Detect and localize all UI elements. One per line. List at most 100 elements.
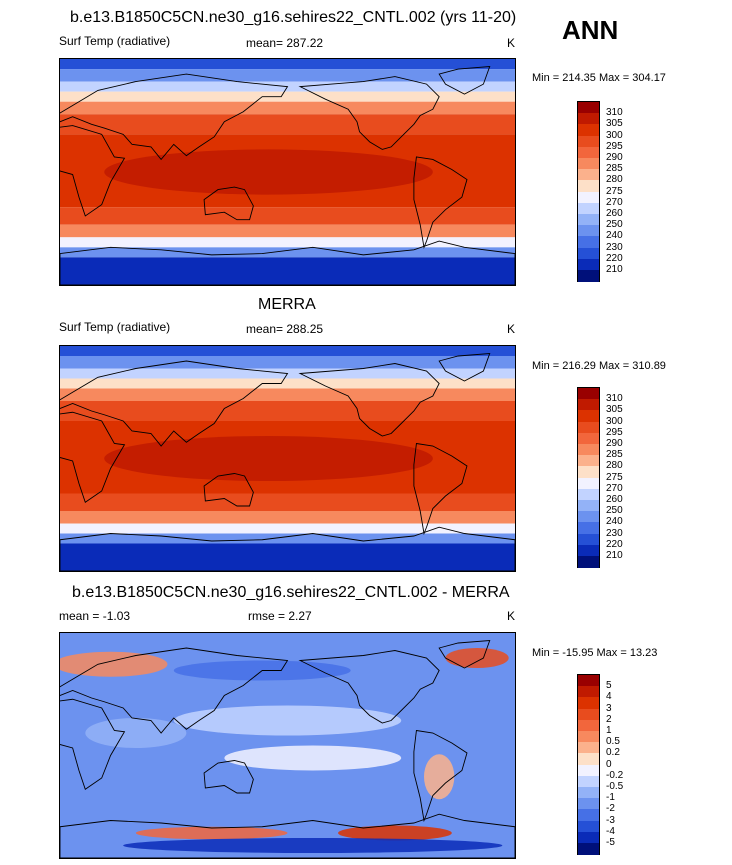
colorbar-swatch: [578, 135, 599, 148]
colorbar-label: 275: [606, 471, 623, 483]
colorbar-label: 3: [606, 702, 612, 714]
colorbar-label: 250: [606, 219, 623, 231]
panel-1-minmax: Min = 214.35 Max = 304.17: [532, 72, 666, 84]
colorbar-swatch: [578, 753, 599, 766]
coastline: [414, 157, 467, 247]
colorbar-label: 220: [606, 538, 623, 550]
colorbar-swatch: [578, 500, 599, 512]
colorbar-label: 250: [606, 505, 623, 517]
colorbar-swatch: [578, 697, 599, 710]
colorbar-label: -5: [606, 837, 615, 848]
season-label: ANN: [562, 15, 619, 45]
colorbar-swatch: [578, 124, 599, 137]
colorbar-swatch: [578, 421, 599, 434]
colorbar-swatch: [578, 466, 599, 479]
colorbar-swatch: [578, 556, 599, 568]
colorbar-swatch: [578, 214, 599, 226]
anomaly-region: [135, 826, 288, 840]
colorbar-swatch: [578, 764, 599, 777]
colorbar-label: -2: [606, 803, 615, 815]
coastline: [204, 761, 253, 794]
panel-3-rmse: rmse = 2.27: [248, 609, 312, 623]
colorbar-swatch: [578, 146, 599, 159]
coastline: [60, 648, 287, 733]
coastline: [60, 361, 287, 446]
colorbar-swatch: [578, 258, 599, 271]
colorbar-label: 305: [606, 118, 623, 130]
colorbar-swatch: [578, 511, 599, 523]
coastline: [60, 241, 515, 285]
colorbar-label: 300: [606, 129, 623, 141]
warm-pool: [104, 149, 433, 195]
colorbar-label: 230: [606, 241, 623, 253]
panel-3-mean: mean = -1.03: [59, 609, 131, 623]
coastline: [414, 731, 467, 821]
colorbar-label: 0: [606, 758, 612, 770]
coastline: [414, 444, 467, 534]
field-band: [60, 543, 515, 571]
field-band: [60, 207, 515, 225]
field-band: [60, 224, 515, 238]
colorbar-swatch: [578, 775, 599, 788]
panel-3-minmax: Min = -15.95 Max = 13.23: [532, 647, 658, 659]
colorbar-swatch: [578, 787, 599, 799]
anomaly-region: [445, 648, 509, 668]
colorbar-swatch: [578, 488, 599, 501]
panel-2-title: MERRA: [258, 296, 316, 313]
colorbar-frame: [577, 674, 600, 855]
coastline: [60, 74, 287, 159]
field-band: [60, 69, 515, 82]
coastline: [439, 641, 490, 669]
colorbar-swatch: [578, 742, 599, 754]
anomaly-region: [173, 705, 402, 736]
coastline: [60, 699, 124, 789]
panel-2-mean: mean= 288.25: [246, 322, 324, 336]
field-band: [60, 511, 515, 524]
panel-2-map: [59, 345, 516, 572]
colorbar-swatch: [578, 432, 599, 445]
colorbar-swatch: [578, 820, 599, 833]
panel-1-variable: Surf Temp (radiative): [59, 34, 171, 48]
colorbar-swatch: [578, 675, 599, 687]
colorbar-label: 290: [606, 438, 623, 449]
colorbar-swatch: [578, 236, 599, 249]
colorbar-label: 260: [606, 208, 623, 219]
colorbar-label: 275: [606, 185, 623, 197]
colorbar-swatch: [578, 102, 599, 114]
colorbar-label: 270: [606, 482, 623, 494]
field-band: [60, 101, 515, 115]
colorbar-swatch: [578, 410, 599, 423]
colorbar-swatch: [578, 270, 599, 282]
coastline: [204, 187, 253, 220]
colorbar-label: 210: [606, 264, 623, 275]
coastline: [204, 474, 253, 507]
colorbar-swatch: [578, 169, 599, 181]
colorbar-swatch: [578, 388, 599, 400]
colorbar-label: 240: [606, 516, 623, 528]
colorbar-label: 260: [606, 494, 623, 505]
colorbar-label: 280: [606, 174, 623, 186]
panel-2-minmax: Min = 216.29 Max = 310.89: [532, 360, 666, 372]
colorbar-label: 1: [606, 725, 612, 736]
colorbar-swatch: [578, 533, 599, 546]
field-band: [60, 247, 515, 258]
colorbar-label: -3: [606, 814, 615, 826]
anomaly-region: [85, 718, 187, 748]
field-band: [60, 356, 515, 369]
colorbar-label: 310: [606, 393, 623, 405]
panel-3-map: [59, 632, 516, 859]
colorbar-swatch: [578, 399, 599, 411]
field-band: [60, 237, 515, 248]
field-band: [60, 378, 515, 389]
field-band: [60, 346, 515, 356]
colorbar-label: 285: [606, 163, 623, 175]
colorbar-label: 285: [606, 449, 623, 461]
field-band: [60, 523, 515, 534]
coastline: [439, 67, 490, 95]
colorbar-frame: [577, 387, 600, 568]
colorbar-swatch: [578, 202, 599, 215]
coastline: [300, 364, 439, 437]
colorbar-label: 2: [606, 713, 612, 725]
coastline: [60, 412, 124, 502]
colorbar-label: 0.5: [606, 736, 620, 748]
